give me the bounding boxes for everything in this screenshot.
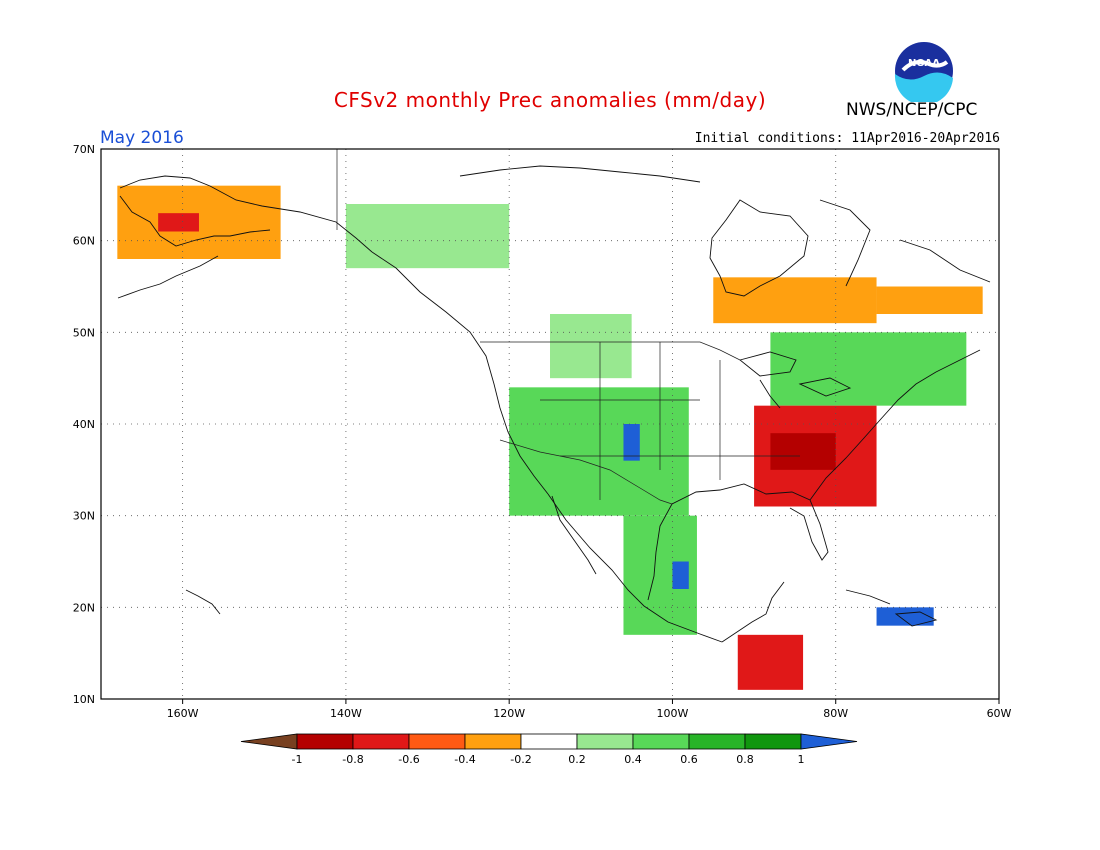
legend-label: -1 xyxy=(292,753,303,766)
anomaly-region xyxy=(770,332,967,406)
lat-tick-label: 20N xyxy=(73,601,95,614)
lon-tick-label: 120W xyxy=(493,707,525,720)
color-legend: -1 -0.8 -0.6 -0.4 -0.2 0.2 0.4 0.6 0.8 1 xyxy=(240,733,858,766)
legend-label: 0.2 xyxy=(568,753,586,766)
anomaly-region xyxy=(672,561,689,589)
lat-tick-label: 70N xyxy=(73,143,95,156)
lat-tick-label: 30N xyxy=(73,510,95,523)
anomaly-region xyxy=(876,286,983,314)
anomaly-region xyxy=(623,424,640,461)
lon-tick-label: 160W xyxy=(167,707,199,720)
forecast-month: May 2016 xyxy=(100,128,184,148)
lat-tick-label: 50N xyxy=(73,326,95,339)
legend-swatch xyxy=(352,733,410,750)
anomaly-region xyxy=(713,277,877,324)
lon-tick-label: 80W xyxy=(823,707,848,720)
legend-label: 0.4 xyxy=(624,753,642,766)
latitude-axis: 70N 60N 50N 40N 30N 20N 10N xyxy=(73,143,95,706)
legend-swatch xyxy=(296,733,354,750)
legend-swatch xyxy=(464,733,522,750)
legend-swatch xyxy=(576,733,634,750)
coastlines xyxy=(117,165,991,643)
noaa-logo: NOAA xyxy=(893,40,955,106)
legend-label: -0.4 xyxy=(454,753,475,766)
agency-label: NWS/NCEP/CPC xyxy=(846,100,978,120)
lat-tick-label: 60N xyxy=(73,235,95,248)
anomaly-region xyxy=(770,433,836,470)
noaa-logo-text: NOAA xyxy=(908,58,940,69)
anomaly-region xyxy=(737,634,804,690)
lon-tick-label: 60W xyxy=(987,707,1012,720)
map-frame xyxy=(100,148,1000,700)
legend-arrow-high xyxy=(800,733,858,750)
initial-conditions: Initial conditions: 11Apr2016-20Apr2016 xyxy=(694,131,1000,146)
legend-label: -0.8 xyxy=(342,753,363,766)
legend-label: -0.6 xyxy=(398,753,419,766)
chart-title: CFSv2 monthly Prec anomalies (mm/day) xyxy=(333,88,767,112)
legend-swatch xyxy=(408,733,466,750)
legend-label: 0.8 xyxy=(736,753,754,766)
lon-tick-label: 100W xyxy=(657,707,689,720)
legend-label: 0.6 xyxy=(680,753,698,766)
legend-label: -0.2 xyxy=(510,753,531,766)
legend-swatch xyxy=(520,733,578,750)
longitude-axis: 160W 140W 120W 100W 80W 60W xyxy=(167,699,1012,720)
anomaly-region xyxy=(550,314,632,379)
legend-arrow-low xyxy=(240,733,298,750)
anomaly-region xyxy=(509,387,689,516)
anomaly-fields xyxy=(117,185,983,690)
legend-swatch xyxy=(688,733,746,750)
lon-tick-label: 140W xyxy=(330,707,362,720)
legend-swatch xyxy=(632,733,690,750)
legend-swatch xyxy=(744,733,802,750)
political-borders xyxy=(336,149,800,505)
lat-tick-label: 10N xyxy=(73,693,95,706)
lat-tick-label: 40N xyxy=(73,418,95,431)
legend-label: 1 xyxy=(798,753,805,766)
anomaly-region xyxy=(345,204,510,269)
anomaly-region xyxy=(158,213,199,232)
